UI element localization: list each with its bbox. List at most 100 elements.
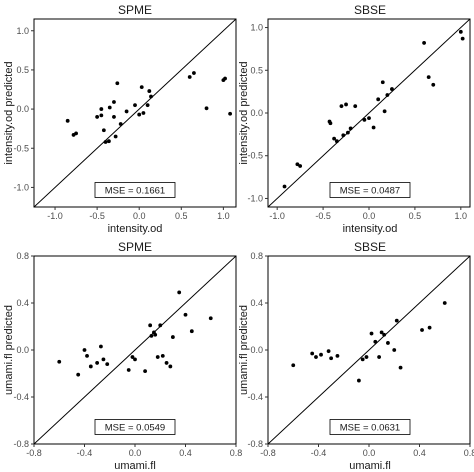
data-point xyxy=(298,164,303,168)
data-point xyxy=(124,109,129,114)
y-axis-label: intensity.od predicted xyxy=(3,61,15,164)
data-point xyxy=(326,349,331,354)
data-point xyxy=(427,325,432,330)
data-point xyxy=(431,82,436,87)
data-point xyxy=(371,125,376,130)
data-point xyxy=(112,100,116,104)
data-point xyxy=(155,355,160,359)
x-tick-label: -1.0 xyxy=(47,211,63,221)
data-point xyxy=(113,134,118,139)
data-point xyxy=(103,140,108,144)
y-tick-label: 0.8 xyxy=(250,251,263,261)
y-tick-label: 0.5 xyxy=(16,65,29,75)
x-tick-label: -0.8 xyxy=(26,448,42,458)
data-point xyxy=(339,104,344,109)
data-point xyxy=(137,112,142,117)
data-point xyxy=(99,113,104,118)
data-point xyxy=(382,332,387,337)
data-point xyxy=(143,369,148,374)
data-point xyxy=(348,126,353,131)
plot-frame xyxy=(33,18,237,208)
y-tick-label: 0.4 xyxy=(250,298,263,308)
data-point xyxy=(460,36,465,41)
x-tick-label: 0.8 xyxy=(230,448,243,458)
x-tick-label: 0.0 xyxy=(133,211,146,221)
data-point xyxy=(223,76,227,81)
data-point xyxy=(99,344,103,349)
data-point xyxy=(282,184,287,189)
x-tick-label: -0.4 xyxy=(311,448,327,458)
y-axis-label: umami.fl predicted xyxy=(3,305,15,395)
x-tick-label: 0.5 xyxy=(409,211,422,221)
y-tick-label: 0.4 xyxy=(16,298,29,308)
mse-label: MSE = 0.1661 xyxy=(105,186,165,197)
data-point xyxy=(112,115,116,119)
data-point xyxy=(192,71,196,75)
x-tick-label: 1.0 xyxy=(217,211,230,221)
data-point xyxy=(341,133,346,138)
data-point xyxy=(369,331,374,336)
data-point xyxy=(95,115,100,119)
x-axis-label: intensity.od xyxy=(108,223,163,235)
identity-line xyxy=(268,19,470,207)
y-tick-label: 0.0 xyxy=(16,345,29,355)
data-point xyxy=(139,85,144,90)
data-point xyxy=(126,368,131,372)
y-tick-label: 0.0 xyxy=(250,345,263,355)
data-point xyxy=(357,378,361,383)
x-tick-label: 1.0 xyxy=(455,211,468,221)
data-point xyxy=(295,162,300,167)
mse-box xyxy=(94,419,176,435)
mse-label: MSE = 0.0631 xyxy=(340,423,400,434)
data-point xyxy=(335,353,340,358)
panel-spme-intensity: SPME intensity.od intensity.od predicted… xyxy=(3,3,237,235)
identity-line xyxy=(34,19,236,207)
mse-label: MSE = 0.0487 xyxy=(340,186,400,197)
y-tick-label: -0.5 xyxy=(13,143,29,153)
data-point xyxy=(398,365,403,370)
data-point xyxy=(164,361,169,365)
data-point xyxy=(149,334,154,338)
data-point xyxy=(364,355,369,359)
panel-spme-umami: SPME umami.fl umami.fl predicted -0.8 -0.… xyxy=(3,240,242,472)
data-point xyxy=(133,357,137,362)
data-point xyxy=(314,355,318,359)
y-tick-label: -0.5 xyxy=(247,151,263,161)
identity-line xyxy=(268,256,470,444)
data-point xyxy=(85,353,89,358)
data-point xyxy=(382,109,387,114)
data-point xyxy=(345,130,350,135)
data-point xyxy=(422,41,426,45)
y-tick-label: -0.4 xyxy=(13,392,29,402)
data-point xyxy=(57,359,62,364)
data-point xyxy=(99,107,104,111)
data-point xyxy=(377,355,381,359)
x-tick-label: -0.5 xyxy=(89,211,105,221)
y-tick-label: -1.0 xyxy=(247,193,263,203)
data-point xyxy=(105,362,110,366)
y-axis-label: intensity.od predicted xyxy=(238,61,250,164)
data-point xyxy=(101,128,106,133)
data-point xyxy=(168,364,173,369)
data-point xyxy=(88,364,93,369)
data-point xyxy=(149,94,153,99)
data-point xyxy=(426,75,431,80)
data-point xyxy=(385,93,390,97)
data-point xyxy=(118,122,123,126)
data-point xyxy=(208,316,213,321)
data-point xyxy=(420,328,424,332)
panel-title: SPME xyxy=(118,240,152,254)
data-point xyxy=(130,355,135,359)
data-point xyxy=(107,139,111,144)
data-point xyxy=(228,111,233,116)
y-tick-label: 1.0 xyxy=(16,26,29,36)
x-tick-label: 0.4 xyxy=(179,448,192,458)
y-tick-label: 0.8 xyxy=(16,251,29,261)
x-tick-label: 0.4 xyxy=(413,448,426,458)
data-point xyxy=(380,80,385,85)
mse-label: MSE = 0.0549 xyxy=(105,423,165,434)
x-axis-label: umami.fl xyxy=(114,460,156,472)
y-tick-label: 0.0 xyxy=(250,108,263,118)
y-tick-label: -1.0 xyxy=(13,182,29,192)
x-tick-label: 0.0 xyxy=(363,211,376,221)
